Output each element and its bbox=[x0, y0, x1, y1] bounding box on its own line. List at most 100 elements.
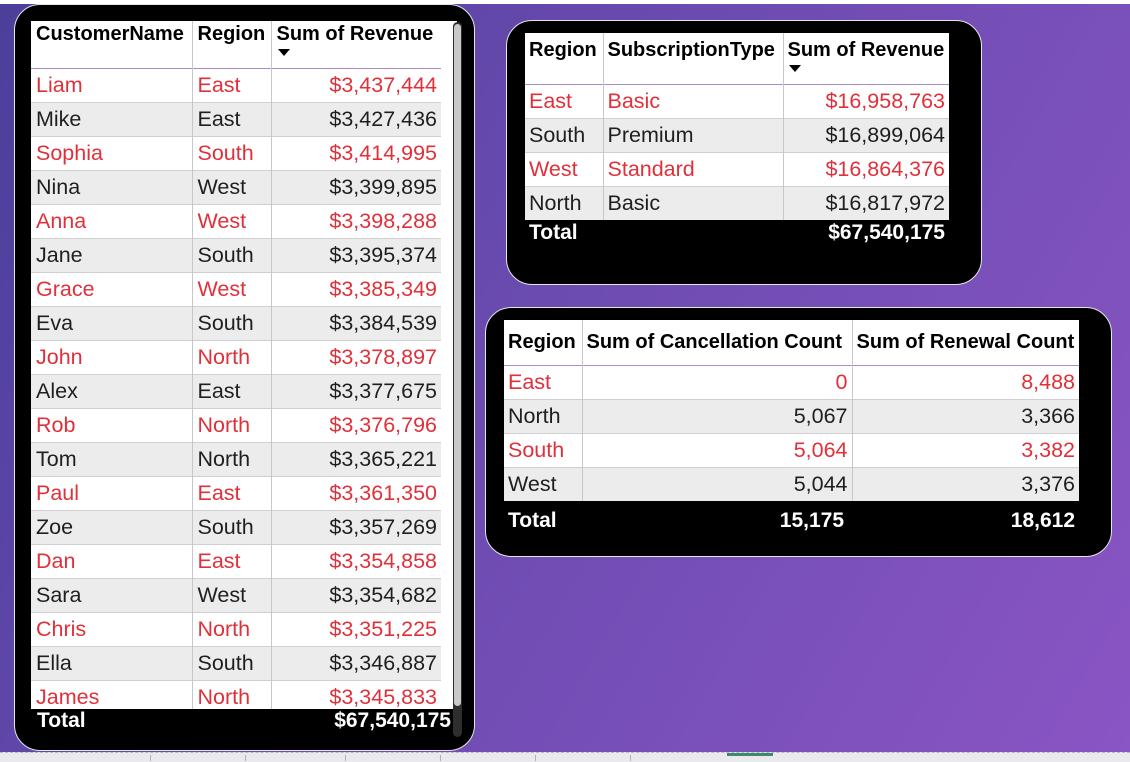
total-cancellation-value: 15,175 bbox=[779, 509, 844, 532]
total-renewal-value: 18,612 bbox=[1010, 509, 1075, 532]
cell-cancellation-count: 5,044 bbox=[581, 467, 852, 501]
cell-customer-name: James bbox=[31, 680, 192, 709]
table-row[interactable]: Zoe South $3,357,269 bbox=[31, 510, 441, 545]
table-row[interactable]: Sophia South $3,414,995 bbox=[31, 136, 441, 171]
total-revenue-value: $67,540,175 bbox=[334, 709, 451, 732]
cell-region: South bbox=[191, 510, 271, 545]
cell-revenue: $3,377,675 bbox=[270, 374, 441, 409]
canvas-bottom-strip bbox=[0, 752, 1130, 762]
table-row[interactable]: Chris North $3,351,225 bbox=[31, 612, 441, 647]
table-row[interactable]: John North $3,378,897 bbox=[31, 340, 441, 375]
divider bbox=[535, 755, 536, 761]
cell-revenue: $3,365,221 bbox=[270, 442, 441, 477]
table-row[interactable]: Dan East $3,354,858 bbox=[31, 544, 441, 579]
cell-revenue: $3,361,350 bbox=[270, 476, 441, 511]
column-header-region[interactable]: Region bbox=[525, 33, 603, 85]
cell-customer-name: Mike bbox=[31, 102, 192, 137]
column-header-region[interactable]: Region bbox=[504, 320, 582, 366]
cell-region: East bbox=[191, 374, 271, 409]
cell-region: East bbox=[525, 84, 603, 119]
column-header-sum-of-revenue[interactable]: Sum of Revenue bbox=[270, 21, 441, 69]
table-row[interactable]: Ella South $3,346,887 bbox=[31, 646, 441, 681]
cell-revenue: $3,399,895 bbox=[270, 170, 441, 205]
scrollbar-thumb[interactable] bbox=[454, 24, 461, 706]
cell-customer-name: Alex bbox=[31, 374, 192, 409]
cell-renewal-count: 3,382 bbox=[851, 433, 1079, 468]
cell-revenue: $3,384,539 bbox=[270, 306, 441, 341]
column-header-region[interactable]: Region bbox=[191, 21, 271, 69]
total-label: Total bbox=[37, 709, 86, 732]
cell-region: West bbox=[191, 578, 271, 613]
table-row[interactable]: Rob North $3,376,796 bbox=[31, 408, 441, 443]
cell-region: West bbox=[504, 467, 582, 501]
cell-region: East bbox=[191, 544, 271, 579]
cell-customer-name: Chris bbox=[31, 612, 192, 647]
customer-table-scroll-area[interactable]: CustomerName Region Sum of Revenue Liam E… bbox=[31, 21, 457, 709]
table-row[interactable]: North Basic $16,817,972 bbox=[525, 186, 949, 220]
table-row[interactable]: Jane South $3,395,374 bbox=[31, 238, 441, 273]
cell-region: South bbox=[525, 118, 603, 153]
table-row[interactable]: Tom North $3,365,221 bbox=[31, 442, 441, 477]
cell-revenue: $16,864,376 bbox=[782, 152, 949, 187]
table-row[interactable]: Paul East $3,361,350 bbox=[31, 476, 441, 511]
column-header-customername[interactable]: CustomerName bbox=[31, 21, 192, 69]
table-row[interactable]: Sara West $3,354,682 bbox=[31, 578, 441, 613]
cell-revenue: $3,378,897 bbox=[270, 340, 441, 375]
column-header-label: Sum of Revenue bbox=[276, 23, 434, 45]
cell-region: East bbox=[191, 68, 271, 103]
sort-descending-icon[interactable] bbox=[788, 65, 801, 72]
column-header-sum-of-revenue[interactable]: Sum of Revenue bbox=[782, 33, 949, 85]
table-row[interactable]: James North $3,345,833 bbox=[31, 680, 441, 709]
table-row[interactable]: Anna West $3,398,288 bbox=[31, 204, 441, 239]
cell-subscription-type: Standard bbox=[602, 152, 783, 187]
table-row[interactable]: Nina West $3,399,895 bbox=[31, 170, 441, 205]
cell-revenue: $3,427,436 bbox=[270, 102, 441, 137]
table-row[interactable]: West 5,044 3,376 bbox=[504, 467, 1079, 501]
divider bbox=[630, 755, 631, 761]
table-row[interactable]: South 5,064 3,382 bbox=[504, 433, 1079, 468]
cell-region: North bbox=[191, 408, 271, 443]
total-row: Total $67,540,175 bbox=[31, 706, 457, 736]
cell-region: North bbox=[191, 612, 271, 647]
table-row[interactable]: East Basic $16,958,763 bbox=[525, 84, 949, 119]
subscription-revenue-table-visual[interactable]: Region SubscriptionType Sum of Revenue E… bbox=[506, 20, 982, 285]
cell-renewal-count: 3,366 bbox=[851, 399, 1079, 434]
cell-revenue: $3,351,225 bbox=[270, 612, 441, 647]
cell-customer-name: Sara bbox=[31, 578, 192, 613]
total-label: Total bbox=[508, 509, 557, 532]
cell-revenue: $3,345,833 bbox=[270, 680, 441, 709]
region-counts-table-visual[interactable]: Region Sum of Cancellation Count Sum of … bbox=[485, 307, 1112, 557]
table-row[interactable]: Mike East $3,427,436 bbox=[31, 102, 441, 137]
cell-region: North bbox=[504, 399, 582, 434]
cell-customer-name: Sophia bbox=[31, 136, 192, 171]
cell-renewal-count: 8,488 bbox=[851, 365, 1079, 400]
cell-region: South bbox=[191, 136, 271, 171]
table-row[interactable]: North 5,067 3,366 bbox=[504, 399, 1079, 434]
cell-region: North bbox=[191, 680, 271, 709]
column-header-subscriptiontype[interactable]: SubscriptionType bbox=[602, 33, 783, 85]
vertical-scrollbar[interactable] bbox=[453, 22, 462, 737]
cell-subscription-type: Premium bbox=[602, 118, 783, 153]
cell-customer-name: John bbox=[31, 340, 192, 375]
region-counts-table: Region Sum of Cancellation Count Sum of … bbox=[504, 320, 1079, 501]
table-row[interactable]: Eva South $3,384,539 bbox=[31, 306, 441, 341]
total-label: Total bbox=[529, 221, 578, 244]
cell-region: South bbox=[191, 306, 271, 341]
customer-revenue-table-visual[interactable]: CustomerName Region Sum of Revenue Liam E… bbox=[14, 4, 475, 751]
cell-region: South bbox=[191, 646, 271, 681]
cell-revenue: $3,398,288 bbox=[270, 204, 441, 239]
column-header-sum-of-renewal-count[interactable]: Sum of Renewal Count bbox=[851, 320, 1079, 366]
sort-descending-icon[interactable] bbox=[277, 49, 290, 56]
table-row[interactable]: South Premium $16,899,064 bbox=[525, 118, 949, 153]
table-row[interactable]: West Standard $16,864,376 bbox=[525, 152, 949, 187]
table-row[interactable]: Grace West $3,385,349 bbox=[31, 272, 441, 307]
table-row[interactable]: Liam East $3,437,444 bbox=[31, 68, 441, 103]
cell-revenue: $3,385,349 bbox=[270, 272, 441, 307]
cell-region: West bbox=[191, 170, 271, 205]
table-row[interactable]: East 0 8,488 bbox=[504, 365, 1079, 400]
column-header-sum-of-cancellation-count[interactable]: Sum of Cancellation Count bbox=[581, 320, 852, 366]
divider bbox=[440, 755, 441, 761]
cell-revenue: $3,354,682 bbox=[270, 578, 441, 613]
table-row[interactable]: Alex East $3,377,675 bbox=[31, 374, 441, 409]
cell-region: North bbox=[191, 340, 271, 375]
